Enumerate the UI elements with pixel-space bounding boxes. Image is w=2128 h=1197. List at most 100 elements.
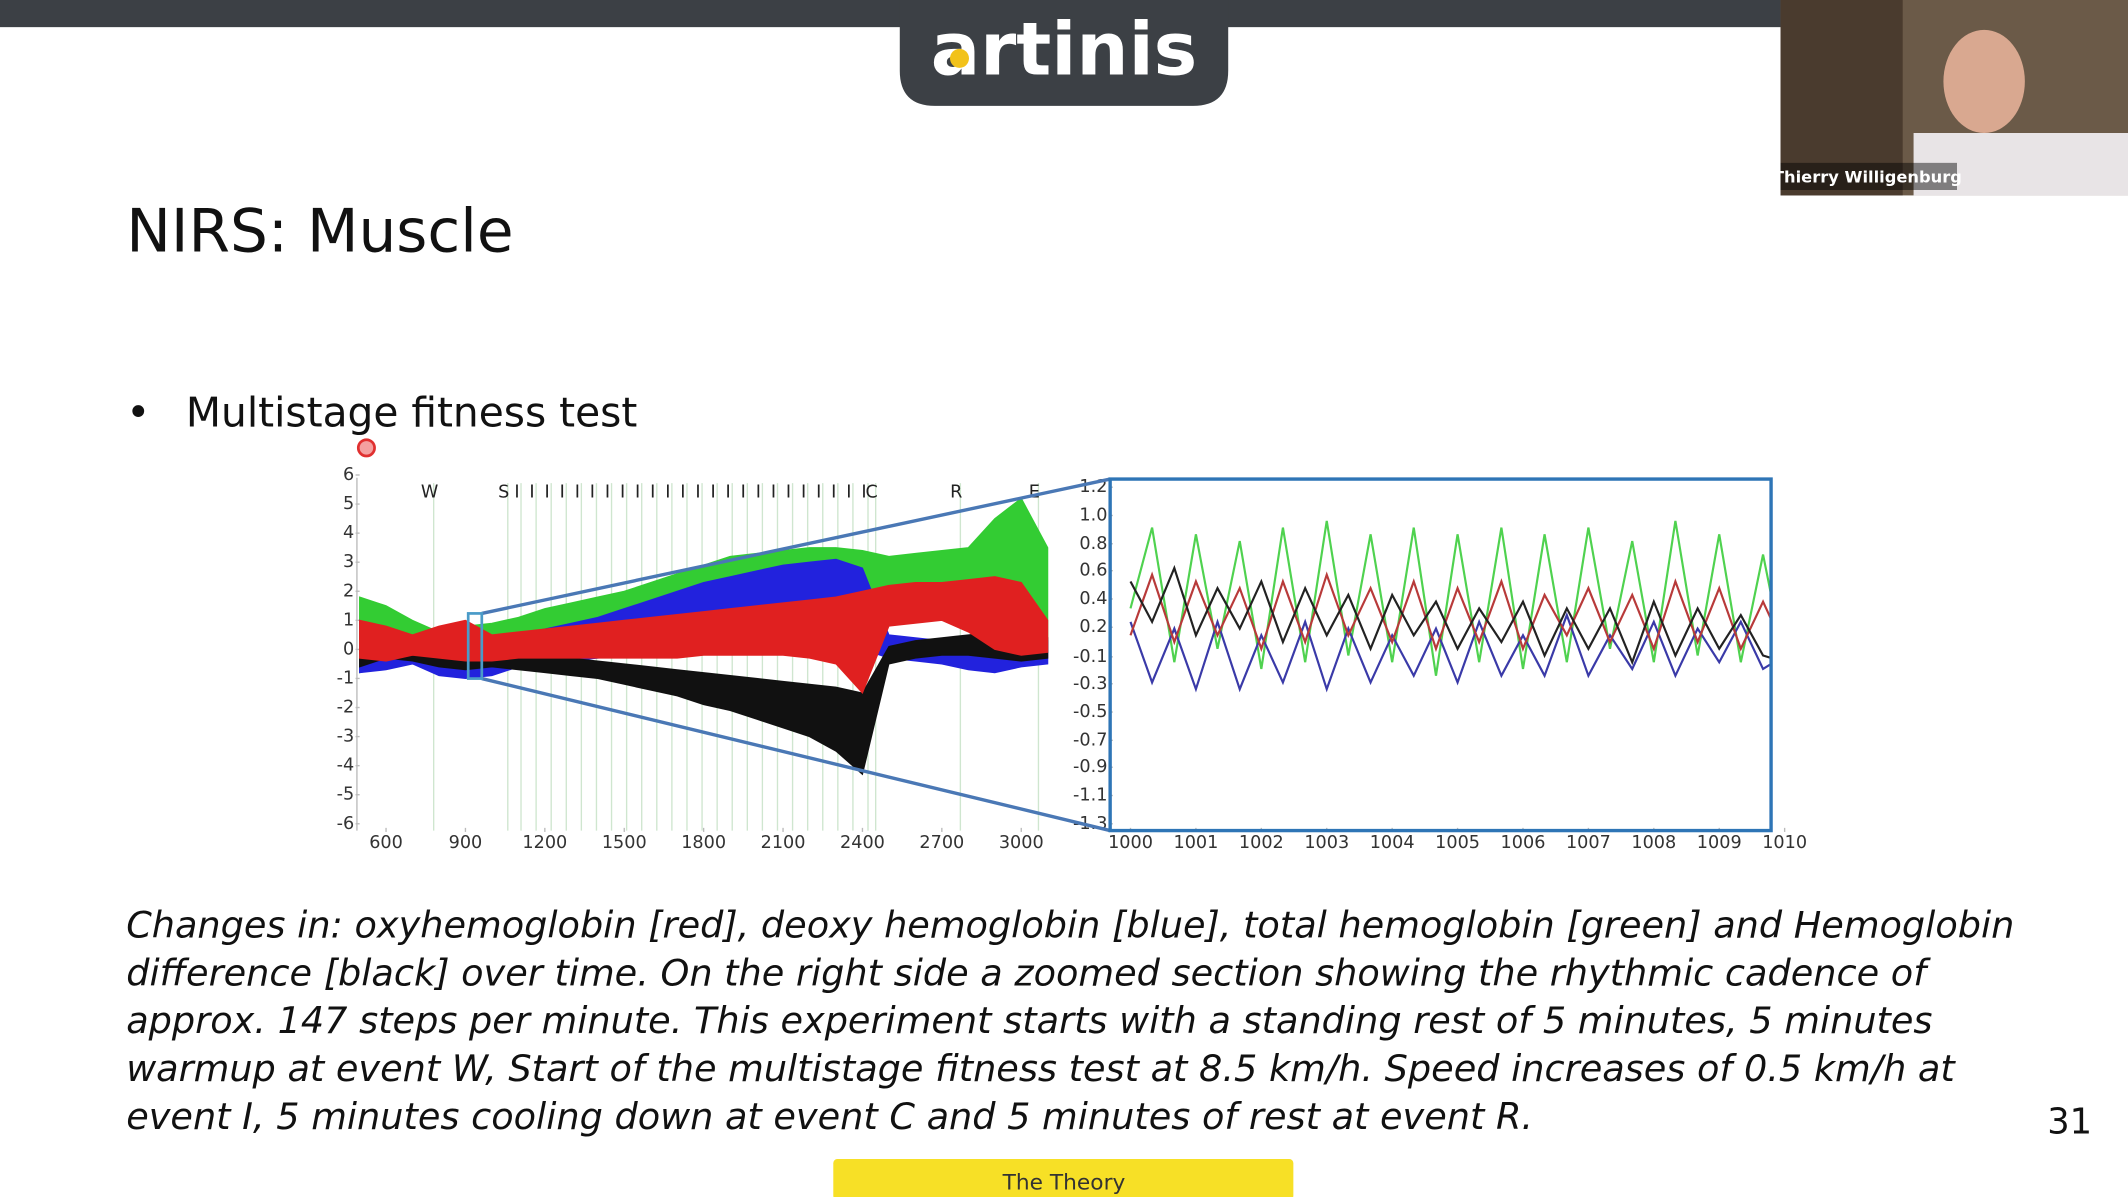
x-tick-label: 1800 <box>681 833 726 853</box>
event-label: S <box>498 483 509 503</box>
y-tick-label: 3 <box>343 552 354 572</box>
x-tick-label: 600 <box>369 833 403 853</box>
y-tick-label: -0.7 <box>1073 730 1107 750</box>
y-tick-label: 0.6 <box>1079 561 1107 581</box>
x-tick-label: 1009 <box>1697 833 1742 853</box>
y-tick-label: -6 <box>337 814 355 834</box>
event-label: I <box>801 483 806 503</box>
event-label: I <box>620 483 625 503</box>
caption-line: event I, 5 minutes cooling down at event… <box>126 1095 1533 1138</box>
bullet-dot: • <box>126 388 150 436</box>
event-label: I <box>861 483 866 503</box>
y-tick-label: -4 <box>337 756 355 776</box>
x-tick-label: 1005 <box>1435 833 1480 853</box>
top-bar <box>0 0 1781 28</box>
y-tick-label: -5 <box>337 785 355 805</box>
slide-title: NIRS: Muscle <box>126 197 513 266</box>
event-label: E <box>1029 483 1040 503</box>
y-tick-label: -0.1 <box>1073 647 1107 667</box>
y-tick-label: 0.2 <box>1079 617 1107 637</box>
event-label: I <box>816 483 821 503</box>
x-tick-label: 1200 <box>522 833 567 853</box>
event-label: I <box>529 483 534 503</box>
y-tick-label: 0.4 <box>1079 589 1107 609</box>
event-label: I <box>726 483 731 503</box>
event-label: C <box>865 483 877 503</box>
event-label: I <box>650 483 655 503</box>
webcam-face <box>1943 29 2025 133</box>
event-label: I <box>605 483 610 503</box>
y-tick-label: -0.5 <box>1073 702 1107 722</box>
event-label: I <box>680 483 685 503</box>
y-tick-label: 0 <box>343 639 354 659</box>
signal-line <box>1129 520 1770 676</box>
y-tick-label: -0.3 <box>1073 674 1107 694</box>
x-tick-label: 1006 <box>1501 833 1546 853</box>
x-tick-label: 2100 <box>761 833 806 853</box>
x-tick-label: 1500 <box>602 833 647 853</box>
signal-line <box>1129 571 1770 653</box>
event-label: I <box>831 483 836 503</box>
y-tick-label: -1 <box>337 668 355 688</box>
webcam-name: Thierry Willigenburg <box>1773 167 1962 186</box>
signal-line <box>1129 611 1770 693</box>
page-number: 31 <box>2047 1102 2092 1143</box>
x-tick-label: 2700 <box>919 833 964 853</box>
y-tick-label: 6 <box>343 465 354 485</box>
zoom-connector <box>481 477 1111 833</box>
x-tick-label: 2400 <box>840 833 885 853</box>
event-label: I <box>741 483 746 503</box>
caption-line: warmup at event W, Start of the multista… <box>126 1047 1956 1090</box>
x-tick-label: 1000 <box>1108 833 1153 853</box>
logo-dot <box>950 48 969 68</box>
event-label: W <box>421 483 438 503</box>
y-tick-label: -0.9 <box>1073 757 1107 777</box>
signal-band <box>359 576 1049 694</box>
x-tick-label: 3000 <box>999 833 1044 853</box>
caption-line: Changes in: oxyhemoglobin [red], deoxy h… <box>126 903 2014 946</box>
logo-tab <box>899 0 1229 106</box>
signal-line <box>1129 564 1770 666</box>
event-label: I <box>545 483 550 503</box>
footer-tab-label[interactable]: The Theory <box>1002 1170 1126 1195</box>
pointer <box>356 438 376 458</box>
signal-band <box>359 631 1049 776</box>
plot-area <box>1129 520 1770 693</box>
event-label: I <box>560 483 565 503</box>
event-label: I <box>635 483 640 503</box>
x-tick-label: 1001 <box>1173 833 1218 853</box>
event-label: I <box>514 483 519 503</box>
zoom-window <box>466 612 484 680</box>
y-tick-label: -2 <box>337 698 355 718</box>
zoom-frame <box>1108 477 1773 833</box>
x-tick-label: 1008 <box>1631 833 1676 853</box>
event-label: R <box>950 483 962 503</box>
logo: artinis <box>931 7 1198 92</box>
event-label: I <box>590 483 595 503</box>
event-label: I <box>846 483 851 503</box>
webcam-name-bg <box>1780 162 1957 190</box>
event-label: I <box>756 483 761 503</box>
event-label: I <box>695 483 700 503</box>
x-tick-label: 1007 <box>1566 833 1611 853</box>
y-tick-label: -1.1 <box>1073 786 1107 806</box>
x-tick-label: 1002 <box>1239 833 1284 853</box>
event-label: I <box>665 483 670 503</box>
event-label: I <box>771 483 776 503</box>
event-label: I <box>786 483 791 503</box>
y-tick-label: 4 <box>343 523 354 543</box>
y-tick-label: 0.8 <box>1079 534 1107 554</box>
x-tick-label: 1010 <box>1762 833 1807 853</box>
y-tick-label: 2 <box>343 581 354 601</box>
x-tick-label: 1003 <box>1304 833 1349 853</box>
event-label: I <box>575 483 580 503</box>
footer-tab[interactable] <box>833 1159 1294 1197</box>
y-tick-label: 1.0 <box>1079 505 1107 525</box>
x-tick-label: 900 <box>449 833 483 853</box>
caption-line: difference [black] over time. On the rig… <box>126 951 1931 994</box>
y-tick-label: 1 <box>343 610 354 630</box>
x-tick-label: 1004 <box>1370 833 1415 853</box>
